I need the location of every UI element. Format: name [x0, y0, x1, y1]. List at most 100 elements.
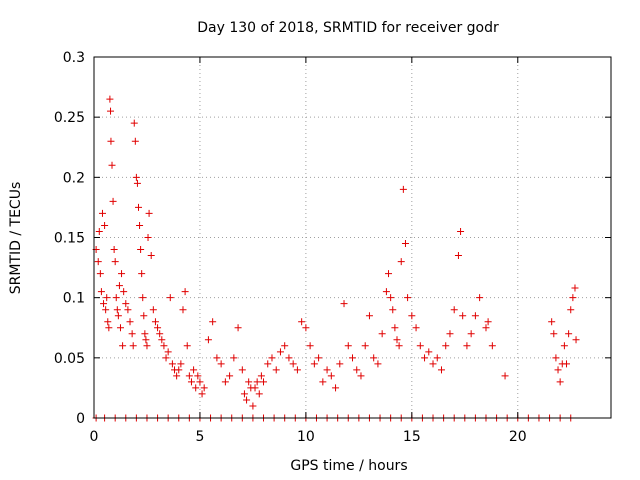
data-point [105, 324, 113, 332]
data-point [151, 318, 159, 326]
y-tick-label: 0 [76, 411, 85, 427]
data-point [111, 258, 119, 266]
data-point [408, 312, 416, 320]
data-point [344, 342, 352, 350]
data-point [251, 384, 259, 392]
data-point [319, 378, 327, 386]
data-point [240, 390, 248, 398]
data-point [399, 185, 407, 193]
y-axis-ticks: 0 0.05 0.1 0.15 0.2 0.25 0.3 [54, 50, 611, 427]
data-point [395, 342, 403, 350]
data-point [476, 294, 484, 302]
data-point [550, 330, 558, 338]
data-point [128, 330, 136, 338]
data-point [122, 300, 130, 308]
data-point [463, 342, 471, 350]
data-point [353, 366, 361, 374]
data-point [168, 360, 176, 368]
data-point [442, 342, 450, 350]
data-point [230, 354, 238, 362]
data-point [357, 372, 365, 380]
data-point [177, 360, 185, 368]
data-point [361, 342, 369, 350]
data-point [139, 294, 147, 302]
data-point [389, 306, 397, 314]
data-point [385, 270, 393, 278]
data-point [245, 378, 253, 386]
x-tick-label: 5 [195, 429, 204, 445]
data-point [281, 342, 289, 350]
data-point [243, 396, 251, 404]
data-point [101, 221, 109, 229]
data-point [144, 234, 152, 241]
data-point [156, 330, 164, 338]
data-point [200, 384, 208, 392]
data-point [437, 366, 445, 374]
data-point [98, 209, 106, 217]
data-point [404, 294, 412, 302]
data-point [136, 221, 144, 229]
data-point [173, 372, 181, 380]
data-point [97, 288, 105, 296]
data-point [185, 372, 193, 380]
data-point [285, 354, 293, 362]
x-tick-label: 0 [90, 429, 99, 445]
x-axis-ticks: 0 5 10 15 20 [90, 57, 527, 445]
data-point [190, 366, 198, 374]
data-point [370, 354, 378, 362]
data-point [129, 342, 137, 350]
data-point [104, 318, 112, 326]
data-point [571, 284, 579, 292]
data-point [183, 342, 191, 350]
data-point [192, 384, 200, 392]
data-point [100, 300, 108, 308]
data-point [365, 312, 373, 320]
data-point [401, 240, 409, 248]
x-tick-label: 20 [509, 429, 527, 445]
data-point [133, 179, 141, 187]
data-point [336, 360, 344, 368]
data-point [255, 390, 263, 398]
data-point [108, 161, 116, 169]
data-point [226, 372, 234, 380]
data-point [198, 390, 206, 398]
data-point [412, 324, 420, 332]
data-point [272, 366, 280, 374]
data-point [416, 342, 424, 350]
data-point [548, 318, 556, 326]
data-point [95, 227, 103, 235]
data-point [450, 306, 458, 314]
data-point [397, 258, 405, 266]
data-point [131, 137, 139, 145]
data-point [260, 378, 268, 386]
y-tick-label: 0.1 [63, 291, 85, 307]
data-point [556, 378, 564, 386]
data-point [391, 324, 399, 332]
data-point [471, 312, 479, 320]
data-point [268, 354, 276, 362]
data-point [552, 354, 560, 362]
data-point [96, 270, 104, 278]
y-tick-label: 0.15 [54, 231, 85, 247]
data-point [147, 252, 155, 260]
data-point [238, 366, 246, 374]
data-point [567, 306, 575, 314]
data-point [154, 324, 162, 332]
data-point [467, 330, 475, 338]
data-point [454, 252, 462, 260]
data-point [109, 197, 117, 205]
data-point [213, 354, 221, 362]
data-point [103, 294, 111, 302]
data-point [113, 306, 121, 314]
y-tick-label: 0.05 [54, 351, 85, 367]
data-point [276, 348, 284, 356]
data-point [166, 294, 174, 302]
data-point [327, 372, 335, 380]
y-tick-label: 0.25 [54, 110, 85, 126]
data-point [421, 354, 429, 362]
data-point [134, 203, 142, 211]
chart-title: Day 130 of 2018, SRMTID for receiver god… [197, 20, 499, 36]
data-point [349, 354, 356, 362]
data-point [114, 312, 122, 320]
data-point [565, 330, 573, 338]
